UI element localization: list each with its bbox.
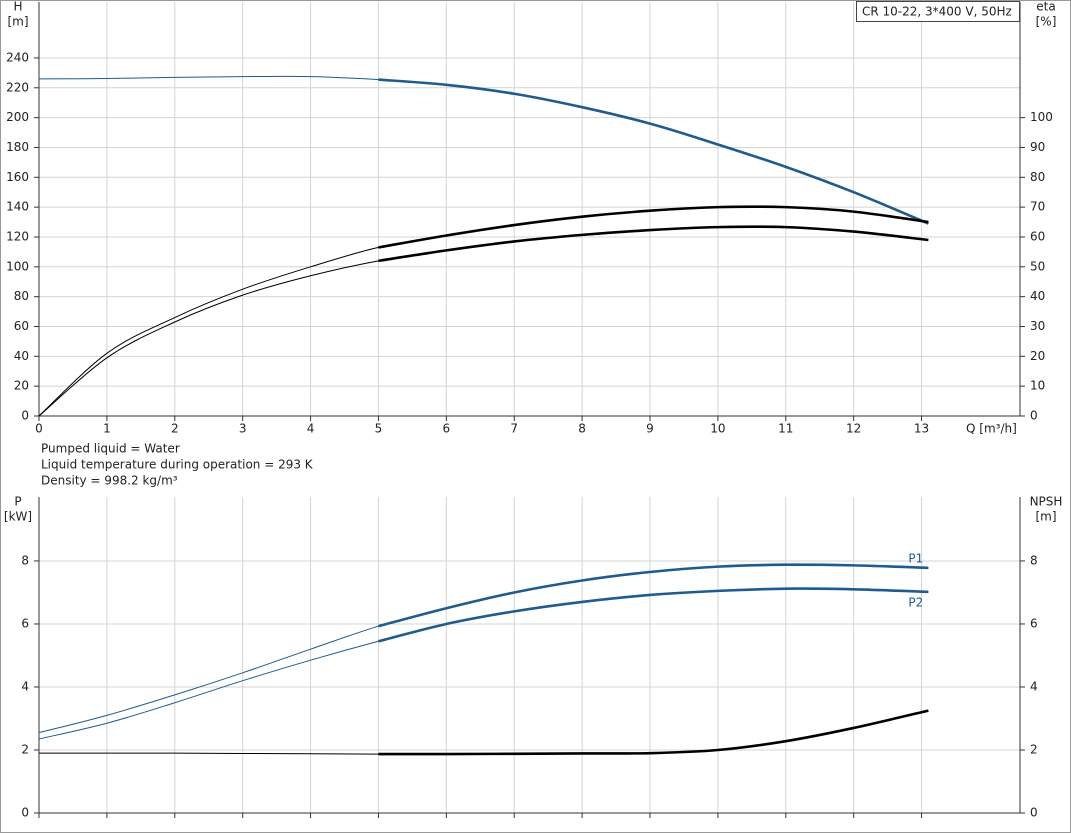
axis-line [38, 2, 1021, 417]
x-axis-label: Q [m³/h] [966, 422, 1017, 436]
y-tick-label: 100 [6, 259, 29, 273]
y2-tick-label: 40 [1030, 289, 1045, 303]
series-label: P2 [908, 595, 923, 609]
y-tick-label: 2 [21, 742, 29, 756]
y-tick-label: 4 [21, 679, 29, 693]
y2-tick-label: 100 [1030, 110, 1053, 124]
y-tick-label: 8 [21, 553, 29, 567]
y2-axis-label: NPSH [1030, 495, 1063, 509]
y2-tick-label: 8 [1030, 553, 1038, 567]
y2-tick-label: 30 [1030, 319, 1045, 333]
y2-tick-label: 0 [1030, 806, 1038, 820]
y-tick-label: 160 [6, 170, 29, 184]
y-tick-label: 60 [14, 319, 29, 333]
y2-tick-label: 80 [1030, 170, 1045, 184]
y2-tick-label: 50 [1030, 259, 1045, 273]
y2-tick-label: 60 [1030, 229, 1045, 243]
y-axis-unit: [kW] [4, 510, 32, 524]
y2-tick-label: 20 [1030, 349, 1045, 363]
y-tick-label: 120 [6, 229, 29, 243]
series-label: P1 [908, 551, 923, 565]
title-box [856, 1, 1020, 22]
curve-duty-range [378, 563, 929, 628]
x-tick-label: 12 [846, 422, 861, 436]
curve-duty-range [378, 225, 929, 263]
x-tick-label: 7 [510, 422, 518, 436]
x-tick-label: 1 [103, 422, 111, 436]
x-tick-label: 3 [239, 422, 247, 436]
y2-tick-label: 4 [1030, 679, 1038, 693]
y2-tick-label: 70 [1030, 200, 1045, 214]
y-tick-label: 240 [6, 50, 29, 64]
x-tick-label: 4 [307, 422, 315, 436]
curve-duty-range [378, 587, 929, 643]
y-axis-label: H [13, 0, 22, 14]
x-tick-label: 5 [375, 422, 383, 436]
x-tick-label: 2 [171, 422, 179, 436]
y-axis-unit: [m] [7, 15, 28, 29]
y2-tick-label: 0 [1030, 409, 1038, 423]
y-tick-label: 20 [14, 379, 29, 393]
y-tick-label: 140 [6, 200, 29, 214]
x-tick-label: 6 [443, 422, 451, 436]
note: Pumped liquid = Water [41, 442, 180, 456]
y-tick-label: 80 [14, 289, 29, 303]
x-tick-label: 11 [778, 422, 793, 436]
note: Density = 998.2 kg/m³ [41, 474, 178, 488]
y2-tick-label: 10 [1030, 379, 1045, 393]
y-tick-label: 200 [6, 110, 29, 124]
curve-duty-range [378, 709, 929, 756]
x-tick-label: 13 [914, 422, 929, 436]
y-tick-label: 0 [21, 806, 29, 820]
note: Liquid temperature during operation = 29… [41, 458, 314, 472]
x-tick-label: 9 [646, 422, 654, 436]
y-axis-label: P [14, 495, 21, 509]
y2-axis-unit: [%] [1036, 15, 1057, 29]
curve-duty-range [378, 205, 929, 249]
y-tick-label: 0 [21, 409, 29, 423]
y2-tick-label: 6 [1030, 616, 1038, 630]
x-tick-label: 10 [710, 422, 725, 436]
x-tick-label: 0 [35, 422, 43, 436]
y2-axis-unit: [m] [1035, 510, 1056, 524]
y-tick-label: 6 [21, 616, 29, 630]
y2-tick-label: 90 [1030, 140, 1045, 154]
y-tick-label: 180 [6, 140, 29, 154]
y2-axis-label: eta [1036, 0, 1055, 14]
y-tick-label: 40 [14, 349, 29, 363]
y2-tick-label: 2 [1030, 742, 1038, 756]
y-tick-label: 220 [6, 80, 29, 94]
axis-line [38, 497, 1021, 814]
chart-title: CR 10-22, 3*400 V, 50Hz [862, 5, 1012, 19]
curve-duty-range [378, 78, 929, 225]
x-tick-label: 8 [578, 422, 586, 436]
